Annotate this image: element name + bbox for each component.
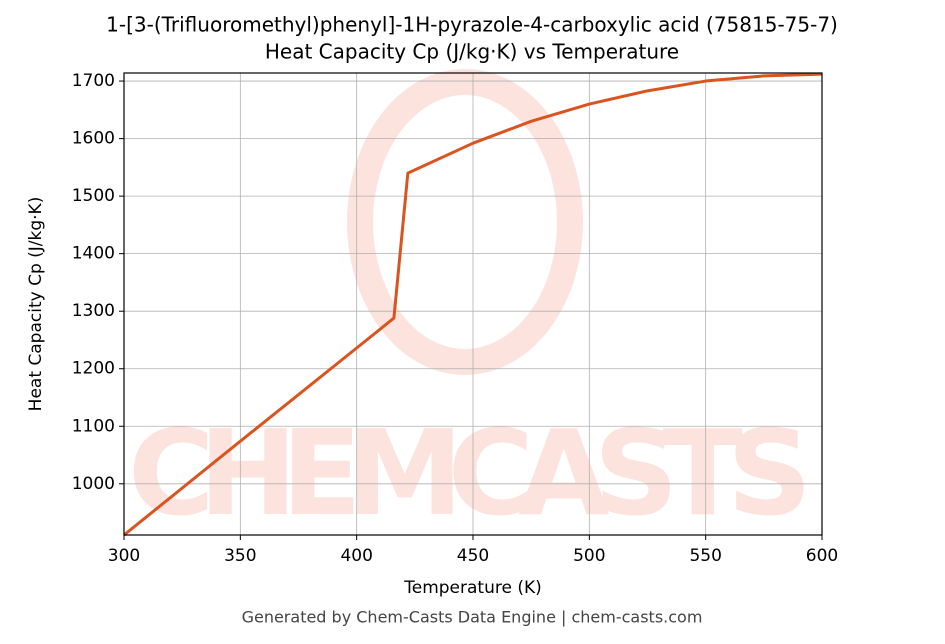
y-tick-label: 1000 (72, 474, 115, 494)
x-tick-label: 450 (457, 546, 489, 566)
watermark: CHEMCASTS (128, 404, 818, 542)
x-tick-label: 300 (108, 546, 140, 566)
y-tick-label: 1300 (72, 301, 115, 321)
x-axis-label: Temperature (K) (403, 578, 542, 598)
y-tick-label: 1100 (72, 416, 115, 436)
chart-subtitle: Heat Capacity Cp (J/kg·K) vs Temperature (265, 40, 679, 64)
y-axis-label: Heat Capacity Cp (J/kg·K) (26, 197, 46, 412)
chart-title: 1-[3-(Trifluoromethyl)phenyl]-1H-pyrazol… (106, 13, 838, 37)
y-tick-label: 1400 (72, 244, 115, 264)
y-tick-label: 1500 (72, 186, 115, 206)
x-tick-label: 500 (573, 546, 605, 566)
y-tick-label: 1600 (72, 129, 115, 149)
watermark-logo (347, 69, 583, 375)
x-tick-label: 600 (806, 546, 838, 566)
x-tick-label: 550 (689, 546, 721, 566)
x-tick-label: 400 (340, 546, 372, 566)
x-tick-label: 350 (224, 546, 256, 566)
footer: Generated by Chem-Casts Data Engine | ch… (242, 608, 703, 627)
y-tick-label: 1700 (72, 71, 115, 91)
data-line (123, 72, 823, 537)
y-tick-label: 1200 (72, 359, 115, 379)
